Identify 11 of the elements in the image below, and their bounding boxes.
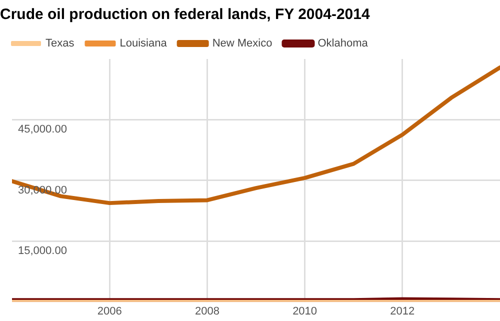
- x-tick-label: 2006: [97, 305, 122, 318]
- x-tick-label: 2010: [292, 305, 318, 318]
- legend-label: Texas: [46, 38, 75, 50]
- y-tick-label: 45,000.00: [18, 124, 67, 136]
- x-tick-label: 2008: [194, 305, 220, 318]
- legend-label: Oklahoma: [318, 38, 369, 50]
- legend-label: Louisiana: [120, 38, 168, 50]
- y-tick-label: 15,000.00: [18, 245, 67, 258]
- legend-label: New Mexico: [212, 38, 272, 50]
- chart-title: Crude oil production on federal lands, FY 2004-2014: [0, 6, 370, 24]
- x-tick-label: 2012: [390, 305, 415, 318]
